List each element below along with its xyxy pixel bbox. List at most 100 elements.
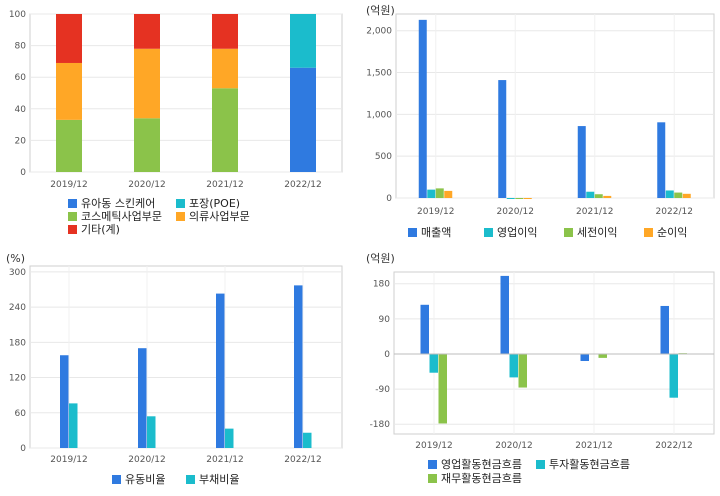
bar bbox=[212, 88, 238, 172]
legend-label: 유아동 스킨케어 bbox=[81, 197, 155, 210]
y-tick-label: 240 bbox=[9, 303, 26, 313]
bar bbox=[134, 48, 160, 119]
legend-label: 투자활동현금흐름 bbox=[549, 457, 630, 471]
x-tick-label: 2021/12 bbox=[206, 180, 243, 190]
bar bbox=[418, 19, 427, 198]
x-tick-label: 2022/12 bbox=[656, 207, 693, 217]
bar bbox=[657, 122, 666, 198]
cashflow-chart: (억원) -180 -90 0 90 180 2019/12 2020/12 2021/12 20… bbox=[366, 252, 715, 485]
bar bbox=[509, 353, 518, 378]
y-tick-label: 0 bbox=[20, 444, 26, 454]
x-tick-label: 2020/12 bbox=[497, 207, 534, 217]
legend-label: 매출액 bbox=[421, 226, 451, 239]
bar bbox=[586, 191, 595, 198]
legend-swatch bbox=[176, 212, 185, 221]
y-tick-label: 300 bbox=[9, 268, 26, 278]
bar bbox=[682, 193, 691, 198]
bar bbox=[69, 403, 78, 448]
legend-label: 부채비율 bbox=[199, 473, 239, 486]
y-tick-label: 1,000 bbox=[366, 110, 392, 120]
bar bbox=[134, 14, 160, 49]
legend-swatch bbox=[68, 212, 77, 221]
bar bbox=[435, 188, 444, 198]
legend-swatch bbox=[644, 228, 653, 237]
unit-label: (%) bbox=[6, 252, 25, 265]
legend-label: 기타(계) bbox=[81, 223, 120, 236]
legend-label: 포장(POE) bbox=[189, 197, 240, 210]
y-tick-label: 180 bbox=[9, 338, 26, 348]
plot-frame bbox=[393, 271, 715, 435]
legend-label: 세전이익 bbox=[577, 226, 617, 239]
legend-swatch bbox=[68, 225, 77, 234]
x-tick-label: 2021/12 bbox=[206, 455, 243, 465]
bar bbox=[290, 14, 316, 68]
bar bbox=[515, 198, 524, 199]
bar bbox=[134, 118, 160, 172]
ratio-chart: (%) 0 60 120 180 240 300 2019/12 2020/12 2021/12 2… bbox=[6, 252, 343, 486]
chart-panel-ratios: (%) 0 60 120 180 240 300 2019/12 2020/12 2021/12 2… bbox=[0, 248, 360, 496]
bar bbox=[420, 304, 429, 354]
chart-panel-business-segments: 0 20 40 60 80 100 2019/12 2020/12 2021/12 2022/12… bbox=[0, 0, 360, 248]
income-chart: (억원) 0 500 1,000 1,500 2,000 2019/12 2020/12 202… bbox=[366, 4, 715, 239]
legend-swatch bbox=[408, 228, 417, 237]
y-tick-label: 80 bbox=[15, 42, 27, 52]
bar bbox=[138, 348, 147, 448]
bar bbox=[429, 353, 438, 373]
bar bbox=[518, 353, 527, 388]
x-tick-label: 2022/12 bbox=[284, 455, 321, 465]
chart-panel-cashflow: (억원) -180 -90 0 90 180 2019/12 2020/12 2021/12 20… bbox=[360, 248, 720, 496]
bar bbox=[438, 353, 447, 424]
x-tick-label: 2020/12 bbox=[495, 441, 532, 451]
y-tick-label: 0 bbox=[386, 194, 392, 204]
x-tick-label: 2022/12 bbox=[284, 180, 321, 190]
bar bbox=[674, 192, 683, 198]
legend-swatch bbox=[112, 475, 121, 484]
bar bbox=[577, 126, 586, 198]
x-tick-label: 2019/12 bbox=[417, 207, 454, 217]
y-tick-label: 0 bbox=[20, 168, 26, 178]
bar bbox=[212, 14, 238, 49]
chart-panel-income: (억원) 0 500 1,000 1,500 2,000 2019/12 2020/12 202… bbox=[360, 0, 720, 248]
unit-label: (억원) bbox=[366, 252, 395, 265]
bar bbox=[500, 275, 509, 354]
y-tick-label: 120 bbox=[9, 374, 26, 384]
bar bbox=[523, 198, 532, 199]
y-tick-label: 60 bbox=[15, 409, 27, 419]
plot-frame bbox=[395, 13, 715, 199]
legend-swatch bbox=[68, 199, 77, 208]
segment-ratio-chart: 0 20 40 60 80 100 2019/12 2020/12 2021/12 2022/12… bbox=[9, 10, 343, 236]
legend-label: 유동비율 bbox=[125, 473, 165, 486]
legend-swatch bbox=[186, 475, 195, 484]
legend-swatch bbox=[428, 474, 437, 483]
y-tick-label: -90 bbox=[375, 385, 390, 395]
y-tick-label: 100 bbox=[9, 10, 26, 20]
bar bbox=[444, 190, 453, 198]
y-tick-label: 2,000 bbox=[366, 27, 392, 37]
y-tick-label: 500 bbox=[375, 152, 392, 162]
x-tick-label: 2019/12 bbox=[415, 441, 452, 451]
legend-swatch bbox=[536, 460, 545, 469]
bar bbox=[225, 428, 234, 448]
legend-swatch bbox=[484, 228, 493, 237]
legend-swatch bbox=[176, 199, 185, 208]
x-tick-label: 2022/12 bbox=[655, 441, 692, 451]
bar bbox=[303, 432, 312, 448]
x-tick-label: 2020/12 bbox=[128, 180, 165, 190]
bar bbox=[594, 194, 603, 198]
x-tick-label: 2021/12 bbox=[575, 441, 612, 451]
legend-label: 재무활동현금흐름 bbox=[441, 471, 522, 485]
y-tick-label: 1,500 bbox=[366, 69, 392, 79]
y-tick-label: 0 bbox=[384, 350, 390, 360]
y-tick-label: 90 bbox=[379, 315, 391, 325]
legend-label: 영업이익 bbox=[497, 226, 537, 239]
bar bbox=[603, 195, 612, 198]
bar bbox=[216, 293, 225, 448]
bar bbox=[580, 353, 589, 362]
bar bbox=[506, 198, 515, 199]
x-tick-label: 2019/12 bbox=[50, 180, 87, 190]
bar bbox=[294, 285, 303, 448]
bar bbox=[56, 62, 82, 120]
bar bbox=[669, 353, 678, 398]
y-tick-label: 40 bbox=[15, 105, 27, 115]
legend-label: 코스메틱사업부문 bbox=[81, 210, 162, 223]
